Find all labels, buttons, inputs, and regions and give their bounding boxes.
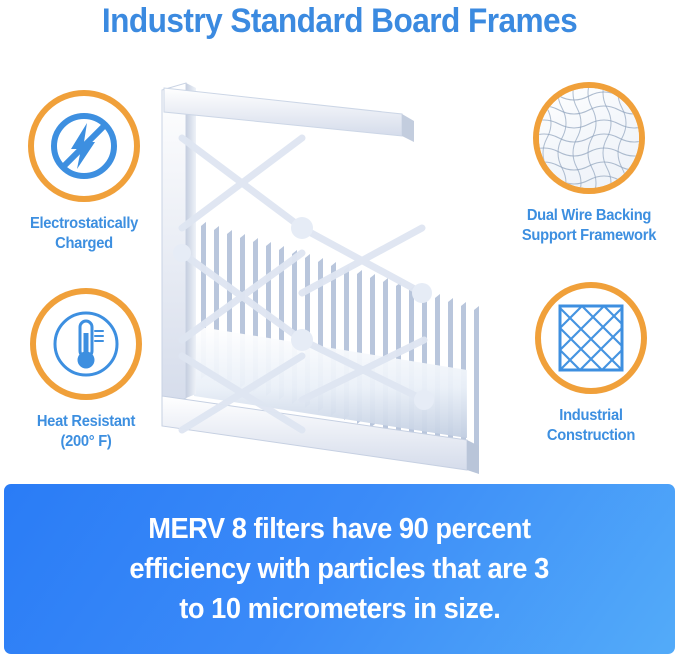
feature-caption-line: Electrostatically [29, 215, 139, 232]
feature-heat-resistant: Heat Resistant (200° F) [2, 288, 170, 452]
feature-caption: Electrostatically Charged [4, 214, 164, 254]
filter-pleats [194, 220, 479, 460]
product-image [152, 78, 502, 478]
feature-icon-ring [533, 82, 645, 194]
feature-caption: Dual Wire Backing Support Framework [509, 206, 669, 246]
lightning-bolt-no-static-icon [51, 113, 117, 179]
feature-caption-line: Construction [546, 427, 636, 444]
feature-icon-ring [535, 282, 647, 394]
filter-frame-left [161, 82, 196, 409]
feature-caption-line: Dual Wire Backing [526, 207, 652, 224]
banner-line: efficiency with particles that are 3 [129, 553, 550, 585]
banner-line: MERV 8 filters have 90 percent [148, 513, 531, 545]
filter-wire-nodes [173, 217, 434, 410]
feature-industrial-construction: Industrial Construction [507, 282, 675, 446]
feature-icon-ring [28, 90, 140, 202]
feature-caption-line: Industrial [559, 407, 623, 424]
feature-caption: Heat Resistant (200° F) [6, 412, 166, 452]
feature-electrostatically-charged: Electrostatically Charged [0, 90, 168, 254]
feature-caption: Industrial Construction [511, 406, 671, 446]
efficiency-banner: MERV 8 filters have 90 percent efficienc… [4, 484, 675, 654]
feature-caption-line: Heat Resistant [36, 413, 136, 430]
filter-frame-top [163, 87, 414, 142]
banner-line: to 10 micrometers in size. [178, 593, 501, 625]
lattice-grid-icon [558, 304, 624, 372]
feature-caption-line: Charged [55, 235, 113, 252]
thermometer-icon [53, 311, 119, 377]
wire-mesh-photo-icon [539, 88, 639, 188]
filter-frame-bottom [161, 395, 479, 474]
feature-caption-line: (200° F) [60, 433, 112, 450]
feature-caption-line: Support Framework [521, 227, 657, 244]
feature-icon-ring [30, 288, 142, 400]
feature-dual-wire-backing: Dual Wire Backing Support Framework [505, 82, 673, 246]
page-title: Industry Standard Board Frames [101, 2, 578, 40]
filter-wire-supports [178, 134, 428, 434]
